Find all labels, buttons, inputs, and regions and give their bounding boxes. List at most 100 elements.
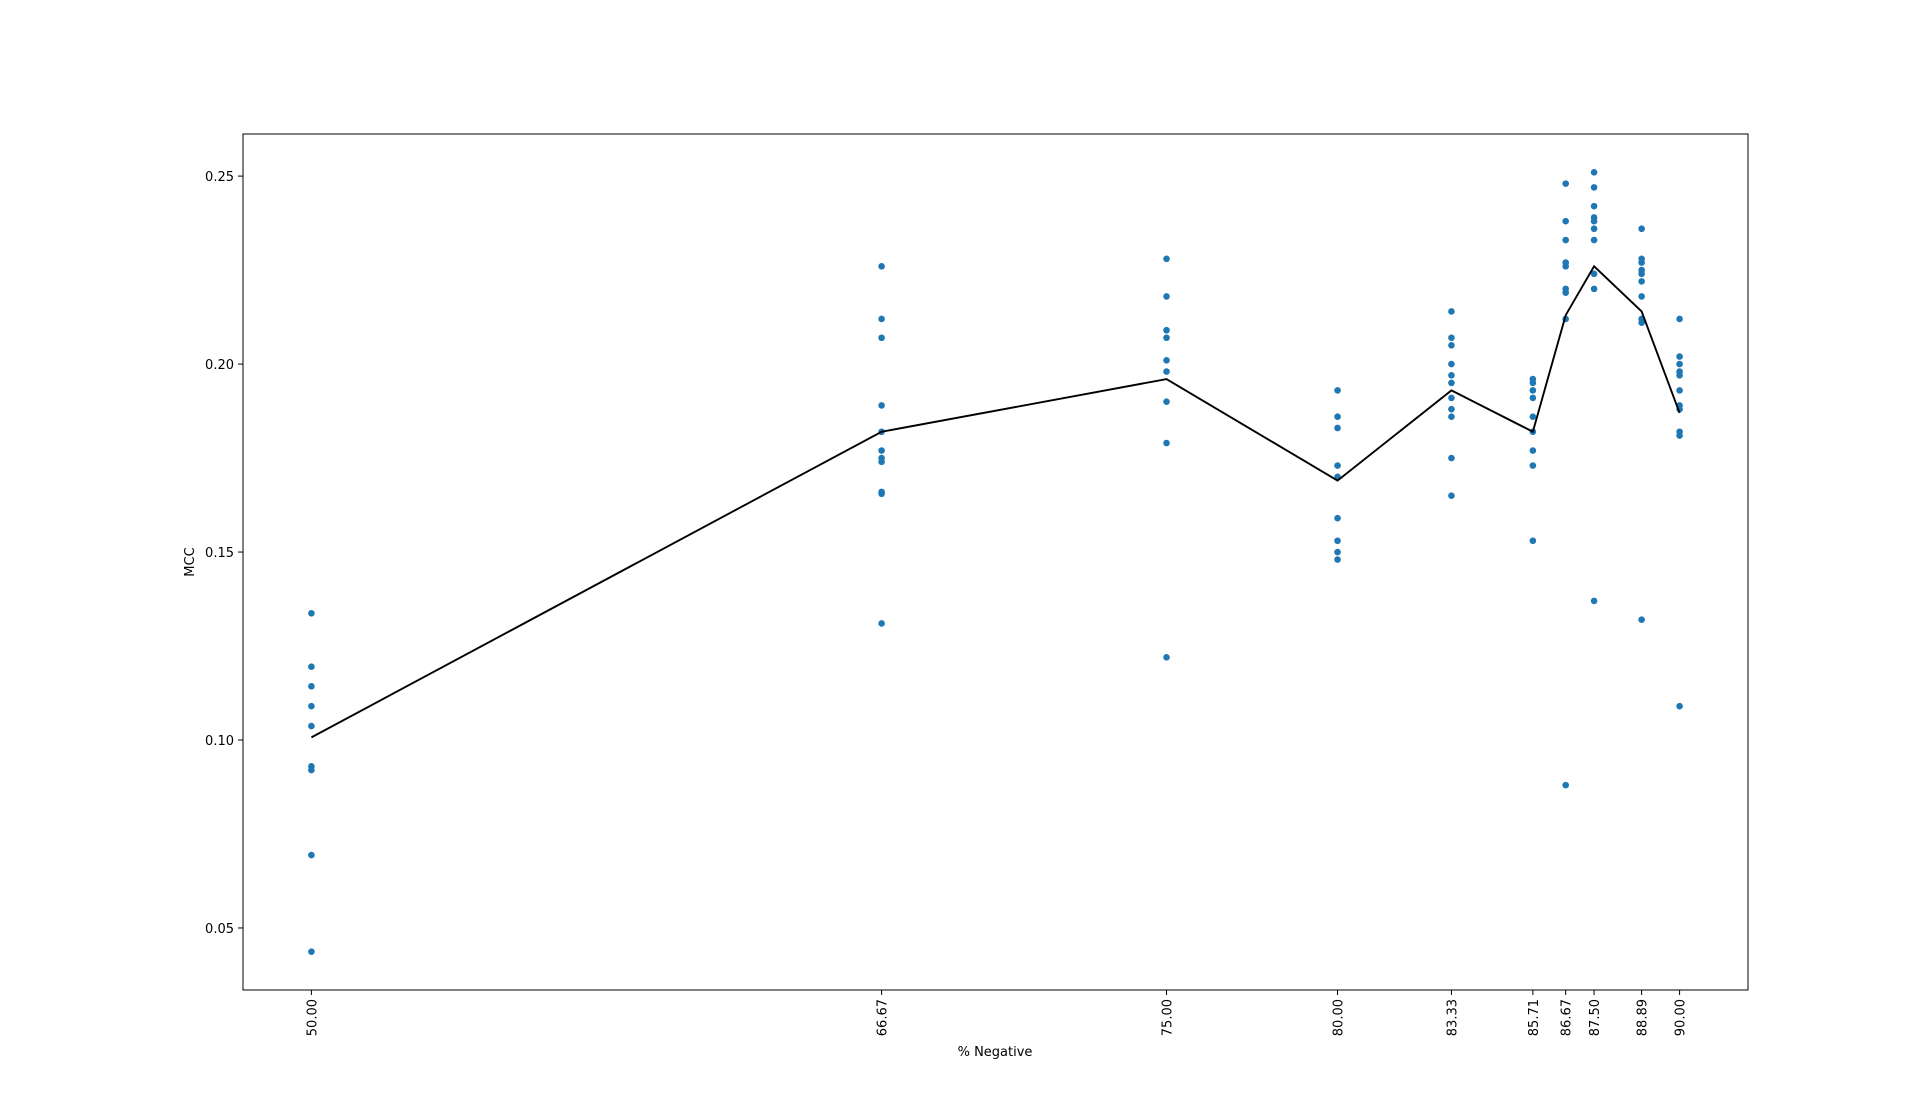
data-point [1334,514,1341,522]
data-point [1529,537,1537,545]
data-point [1638,270,1645,278]
data-point [1638,225,1645,233]
data-point [1448,454,1455,462]
data-point [1562,289,1569,296]
data-point [308,682,315,690]
data-point [1448,308,1455,315]
y-tick-label: 0.20 [205,358,234,373]
data-point [1448,405,1455,413]
x-tick-label: 88.89 [1636,999,1651,1036]
data-point [1638,319,1645,327]
data-point [308,663,315,670]
data-point [878,263,885,270]
x-tick-label: 87.50 [1588,999,1603,1036]
x-tick-label: 85.71 [1527,999,1542,1036]
mean-line [310,264,1681,739]
data-point [1590,270,1598,278]
data-point [1562,217,1569,225]
data-point [1562,236,1569,244]
data-point [1448,360,1455,368]
data-point [1448,394,1455,402]
x-tick-label: 66.67 [876,999,891,1036]
plot-frame [242,133,1749,991]
data-point [1590,236,1598,244]
y-tick-label: 0.05 [205,922,234,937]
data-point [878,458,885,466]
data-point [1163,398,1170,405]
x-tick-label: 90.00 [1674,999,1689,1036]
data-point [1529,387,1537,394]
data-point [1163,368,1170,375]
data-point [1334,387,1341,394]
y-tick-label: 0.25 [205,170,234,185]
x-tick-label: 80.00 [1332,999,1347,1036]
data-point [1163,357,1170,364]
data-point [1676,372,1683,379]
data-point [1676,432,1683,439]
data-point [1676,353,1683,360]
data-point [1590,225,1598,233]
data-point [308,722,315,730]
data-point [1529,413,1537,421]
data-point [1448,492,1455,499]
data-point [1529,379,1537,387]
data-point [1590,217,1598,225]
y-tick-label: 0.15 [205,546,234,561]
data-point [878,447,885,454]
data-point [308,948,315,955]
data-point [1163,439,1170,447]
x-tick-label: 86.67 [1560,999,1575,1036]
data-point [1638,259,1645,266]
data-point [308,766,315,774]
data-point [1638,278,1645,285]
data-point [878,490,885,498]
data-point [1590,169,1598,176]
data-point [1638,616,1645,624]
data-point [878,334,885,342]
data-point [1334,462,1341,469]
data-point [878,315,885,323]
data-point [308,851,315,859]
x-tick-label: 83.33 [1445,999,1460,1036]
data-point [1562,180,1569,187]
data-point [1163,293,1170,300]
data-point [1448,413,1455,421]
data-point [1529,447,1537,454]
data-point [1676,702,1683,710]
data-point [1676,315,1683,323]
data-point [1334,556,1341,563]
data-point [1590,597,1598,605]
y-tick-label: 0.10 [205,734,234,749]
data-point [1562,781,1569,789]
data-point [1163,334,1170,342]
data-point [308,610,315,617]
data-point [878,402,885,409]
data-point [308,702,315,710]
data-point [1529,462,1537,469]
data-point [1334,537,1341,545]
data-point [1676,387,1683,394]
data-point [1163,255,1170,263]
x-tick-label: 50.00 [305,999,320,1036]
data-point [1448,334,1455,342]
data-point [1590,202,1598,210]
x-axis-label: % Negative [958,1045,1033,1060]
data-point [1529,394,1537,402]
data-point [1448,341,1455,349]
data-point [1590,184,1598,191]
data-point [1334,413,1341,421]
data-point [1590,285,1598,293]
data-point [1163,326,1170,334]
data-point [1448,372,1455,379]
data-point [1562,263,1569,270]
x-tick-label: 75.00 [1161,999,1176,1036]
data-point [1638,293,1645,300]
data-point [1676,360,1683,368]
data-point [1163,653,1170,661]
data-point [1448,379,1455,387]
data-point [878,620,885,627]
y-axis-label: MCC [183,547,198,576]
data-point [1334,424,1341,432]
